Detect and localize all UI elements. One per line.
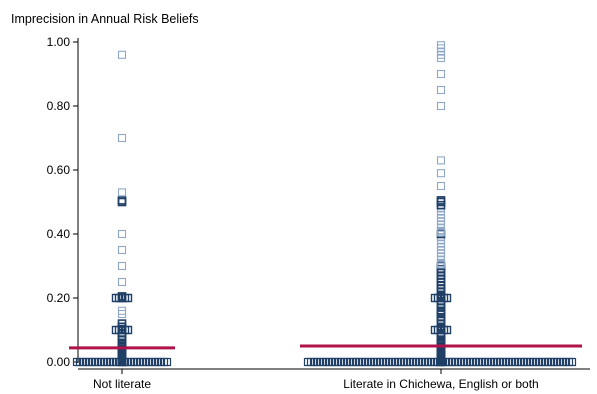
data-point [567, 357, 577, 367]
y-tick-label: 0.80 [47, 99, 71, 113]
data-point [162, 357, 172, 367]
y-tick-label: 0.00 [47, 355, 71, 369]
y-tick-label: 0.40 [47, 227, 71, 241]
data-point [117, 277, 127, 287]
y-tick-label: 1.00 [47, 35, 71, 49]
data-point [433, 293, 443, 303]
data-point [436, 101, 446, 111]
zero-value-markers [72, 357, 172, 367]
data-point [433, 325, 443, 335]
data-point [117, 261, 127, 271]
zero-value-markers [303, 357, 577, 367]
data-point [436, 156, 446, 165]
data-point [117, 229, 127, 239]
data-point [117, 245, 127, 255]
data-point [114, 325, 124, 335]
x-tick-label: Not literate [93, 377, 151, 391]
data-point [442, 293, 452, 303]
data-point [436, 69, 446, 79]
data-point [442, 325, 452, 335]
data-point [117, 188, 127, 197]
data-point [436, 169, 446, 178]
data-point [436, 181, 446, 191]
data-point [117, 133, 127, 143]
data-point [117, 306, 127, 315]
data-point [123, 325, 133, 335]
data-point [114, 293, 124, 303]
data-point [436, 41, 446, 50]
y-tick-label: 0.60 [47, 163, 71, 177]
data-point [436, 85, 446, 95]
data-point [117, 196, 127, 205]
data-point [436, 196, 446, 205]
plot-area: 0.00 0.20 0.40 0.60 0.80 1.00 Not literate Lite… [47, 35, 590, 391]
data-point [123, 293, 133, 303]
x-tick-label: Literate in Chichewa, English or both [343, 377, 538, 391]
chart-title: Imprecision in Annual Risk Beliefs [11, 12, 199, 26]
data-point [117, 50, 127, 59]
y-tick-label: 0.20 [47, 291, 71, 305]
